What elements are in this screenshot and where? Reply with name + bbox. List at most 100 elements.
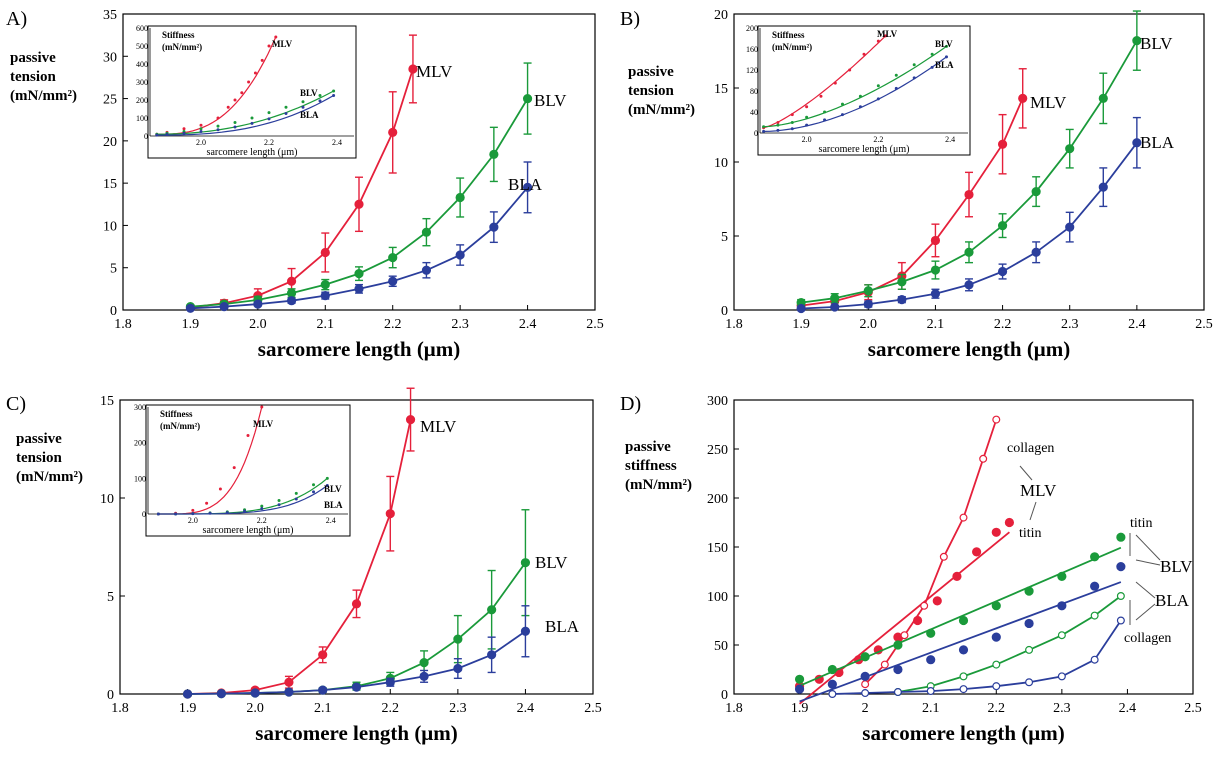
y-tick-label: 15 <box>100 394 114 409</box>
inset-data-point <box>253 71 257 75</box>
panel-label: D) <box>620 393 641 415</box>
inset-data-point <box>250 116 254 120</box>
data-point <box>930 289 941 299</box>
inset-data-point <box>840 113 844 117</box>
x-tick-label: 1.9 <box>791 701 809 716</box>
panel-b-blv-label: BLV <box>1140 34 1173 53</box>
fit-curve <box>897 595 1122 693</box>
inset-title: (mN/mm²) <box>160 421 200 431</box>
y-tick-label: 15 <box>103 177 117 192</box>
inset-series-bla <box>155 94 336 137</box>
panel-label: B) <box>620 8 640 30</box>
fit-line <box>799 581 1122 703</box>
inset-data-point <box>199 123 203 127</box>
panel-b-inset-bla-label: BLA <box>935 60 954 70</box>
inset-data-point <box>284 112 288 115</box>
panel-b-inset-mlv-label: MLV <box>877 29 898 39</box>
data-point <box>286 296 297 306</box>
inset-data-point <box>912 76 916 80</box>
inset-series-blv <box>762 44 948 129</box>
inset-data-point <box>944 55 948 59</box>
data-point <box>1004 517 1015 528</box>
inset-fit-curve <box>763 45 947 128</box>
inset-y-tick-label: 600 <box>136 24 148 33</box>
panel-d-annotations: collagen MLV titin titin BLV BLA collage… <box>1007 441 1193 646</box>
y-axis-label: (mN/mm²) <box>625 477 692 493</box>
inset-data-point <box>318 94 322 97</box>
inset-title: Stiffness <box>162 30 195 40</box>
series-blv-collagen <box>893 591 1125 697</box>
data-point <box>286 276 297 286</box>
y-axis-label: passive <box>628 64 674 80</box>
x-tick-label: 1.8 <box>725 701 743 716</box>
data-point <box>320 280 330 290</box>
panel-a-inset-bla-label: BLA <box>300 110 319 120</box>
inset-x-tick-label: 2.0 <box>196 138 206 147</box>
inset-chart: 2.0 2.2 2.4 0 100 200 300 400 500 600 sarcomere le… <box>136 24 357 159</box>
inset-data-point <box>233 121 237 124</box>
series-bla <box>185 161 533 313</box>
data-point <box>991 527 1001 537</box>
inset-data-point <box>156 512 160 516</box>
data-point <box>320 291 330 301</box>
panel-d-collagen-pointer <box>1019 465 1033 481</box>
data-point <box>351 599 362 609</box>
data-point <box>385 677 395 687</box>
data-point <box>861 680 870 689</box>
data-point <box>520 558 531 568</box>
inset-data-point <box>294 491 298 495</box>
data-point <box>926 655 936 665</box>
y-tick-label: 20 <box>714 8 728 23</box>
inset-data-point <box>232 466 236 470</box>
data-point <box>958 615 969 626</box>
panel-c-inset-mlv-label: MLV <box>253 419 274 429</box>
x-tick-label: 2 <box>862 701 869 716</box>
inset-title: Stiffness <box>772 30 805 40</box>
data-point <box>991 601 1001 611</box>
inset-data-point <box>216 128 220 132</box>
data-point <box>926 687 935 696</box>
data-point <box>489 222 499 232</box>
fit-curve <box>187 562 527 695</box>
data-point <box>794 684 805 694</box>
fit-curve <box>832 619 1122 695</box>
inset-x-tick-label: 2.4 <box>332 138 342 147</box>
inset-data-point <box>277 498 281 502</box>
plot-frame <box>122 13 596 311</box>
inset-y-tick-label: 300 <box>134 403 146 412</box>
inset-fit-curve <box>156 94 334 136</box>
inset-data-point <box>250 121 254 125</box>
data-point <box>1024 586 1034 596</box>
x-tick-label: 2.3 <box>1053 701 1071 716</box>
data-point <box>216 689 226 699</box>
inset-data-point <box>301 105 305 109</box>
panel-a-mlv-label: MLV <box>416 62 453 81</box>
inset-y-tick-label: 400 <box>136 60 148 69</box>
panel-c-blv-label: BLV <box>535 553 568 572</box>
inset-data-point <box>218 487 222 491</box>
inset-data-point <box>260 504 264 508</box>
x-tick-label: 2.1 <box>317 317 335 332</box>
x-tick-label: 2.1 <box>314 701 332 716</box>
y-tick-label: 250 <box>707 443 728 458</box>
y-tick-label: 0 <box>721 688 728 703</box>
inset-data-point <box>312 490 316 494</box>
data-point <box>900 631 909 640</box>
inset-data-point <box>165 133 169 137</box>
data-point <box>964 189 974 200</box>
x-tick-label: 2.4 <box>1119 701 1137 716</box>
panel-a-blv-label: BLV <box>534 91 567 110</box>
data-point <box>893 664 903 675</box>
data-point <box>794 674 805 684</box>
inset-data-point <box>762 129 766 133</box>
y-axis-label: passive <box>625 439 671 455</box>
data-point <box>828 689 837 698</box>
inset-data-point <box>260 58 264 62</box>
inset-y-tick-label: 300 <box>136 78 148 87</box>
data-point <box>992 415 1001 424</box>
data-point <box>385 509 395 519</box>
data-point <box>827 664 837 675</box>
data-point <box>893 640 903 650</box>
x-tick-label: 2.1 <box>922 701 940 716</box>
data-point <box>453 663 463 674</box>
